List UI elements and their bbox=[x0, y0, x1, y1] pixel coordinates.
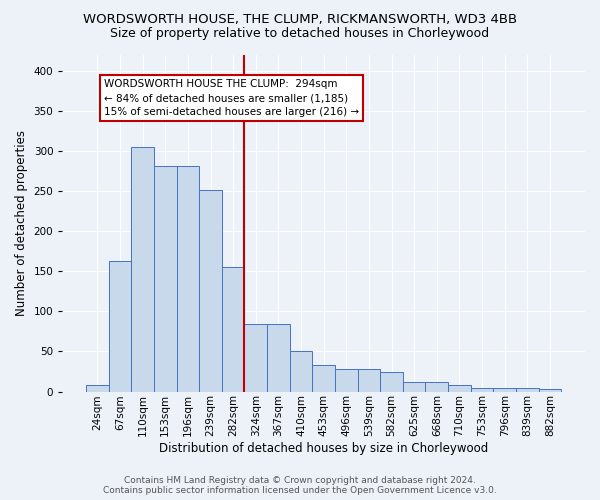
Bar bbox=[493, 388, 516, 392]
Bar bbox=[471, 388, 493, 392]
Bar bbox=[403, 382, 425, 392]
Bar bbox=[154, 166, 176, 392]
Bar bbox=[313, 365, 335, 392]
Bar bbox=[539, 389, 561, 392]
Bar bbox=[86, 385, 109, 392]
Text: WORDSWORTH HOUSE THE CLUMP:  294sqm
← 84% of detached houses are smaller (1,185): WORDSWORTH HOUSE THE CLUMP: 294sqm ← 84%… bbox=[104, 79, 359, 117]
Text: Size of property relative to detached houses in Chorleywood: Size of property relative to detached ho… bbox=[110, 28, 490, 40]
Bar bbox=[131, 147, 154, 392]
Bar bbox=[244, 324, 267, 392]
Bar bbox=[425, 382, 448, 392]
Bar bbox=[109, 261, 131, 392]
Bar bbox=[267, 324, 290, 392]
Bar bbox=[199, 190, 222, 392]
X-axis label: Distribution of detached houses by size in Chorleywood: Distribution of detached houses by size … bbox=[159, 442, 488, 455]
Bar bbox=[448, 385, 471, 392]
Bar bbox=[358, 369, 380, 392]
Bar bbox=[222, 268, 244, 392]
Text: Contains HM Land Registry data © Crown copyright and database right 2024.
Contai: Contains HM Land Registry data © Crown c… bbox=[103, 476, 497, 495]
Y-axis label: Number of detached properties: Number of detached properties bbox=[15, 130, 28, 316]
Bar bbox=[290, 352, 313, 392]
Bar bbox=[380, 372, 403, 392]
Text: WORDSWORTH HOUSE, THE CLUMP, RICKMANSWORTH, WD3 4BB: WORDSWORTH HOUSE, THE CLUMP, RICKMANSWOR… bbox=[83, 12, 517, 26]
Bar bbox=[335, 369, 358, 392]
Bar bbox=[516, 388, 539, 392]
Bar bbox=[176, 166, 199, 392]
